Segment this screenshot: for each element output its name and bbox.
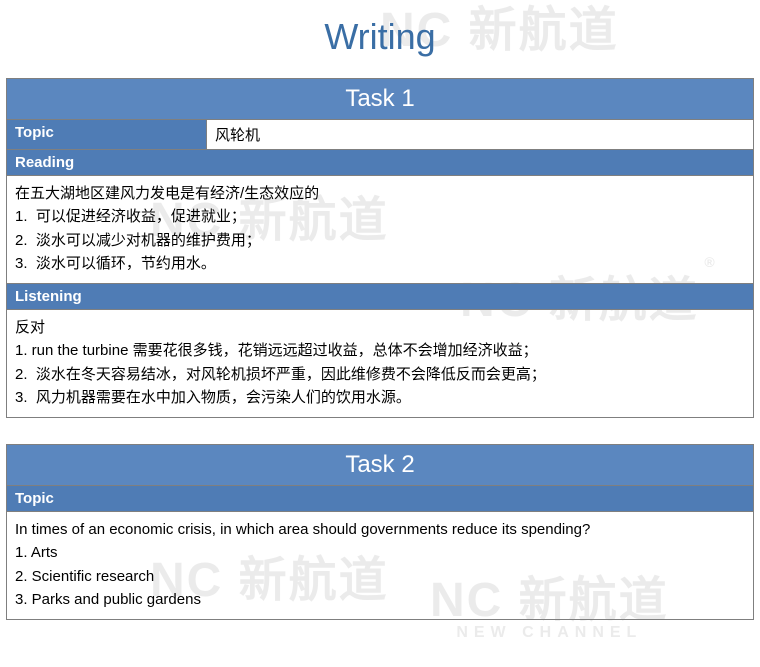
task1-reading-label: Reading xyxy=(7,150,754,176)
content-line: 3. 淡水可以循环，节约用水。 xyxy=(15,252,745,275)
watermark-sub: NEW CHANNEL xyxy=(456,624,642,642)
page-title: Writing xyxy=(0,0,760,78)
content-line: 在五大湖地区建风力发电是有经济/生态效应的 xyxy=(15,182,745,205)
content-line: 3. 风力机器需要在水中加入物质，会污染人们的饮用水源。 xyxy=(15,386,745,409)
content-line: 1. Arts xyxy=(15,541,745,564)
task1-listening-content: 反对 1. run the turbine 需要花很多钱，花销远远超过收益，总体… xyxy=(7,310,754,418)
content-line: 2. 淡水可以减少对机器的维护费用； xyxy=(15,229,745,252)
content-line: 3. Parks and public gardens xyxy=(15,588,745,611)
task1-listening-label: Listening xyxy=(7,284,754,310)
content-line: 1. run the turbine 需要花很多钱，花销远远超过收益，总体不会增… xyxy=(15,339,745,362)
task1-reading-content: 在五大湖地区建风力发电是有经济/生态效应的 1. 可以促进经济收益，促进就业； … xyxy=(7,176,754,284)
task1-table: Task 1 Topic 风轮机 Reading 在五大湖地区建风力发电是有经济… xyxy=(6,78,754,418)
content-line: 反对 xyxy=(15,316,745,339)
content-line: In times of an economic crisis, in which… xyxy=(15,518,745,541)
content-line: 2. Scientific research xyxy=(15,565,745,588)
task1-header: Task 1 xyxy=(7,79,754,120)
task1-topic-value: 风轮机 xyxy=(207,120,754,150)
content-line: 2. 淡水在冬天容易结冰，对风轮机损坏严重，因此维修费不会降低反而会更高； xyxy=(15,363,745,386)
task2-header: Task 2 xyxy=(7,445,754,486)
task1-topic-label: Topic xyxy=(7,120,207,150)
task2-topic-label: Topic xyxy=(7,486,754,512)
task2-table: Task 2 Topic In times of an economic cri… xyxy=(6,444,754,620)
content-line: 1. 可以促进经济收益，促进就业； xyxy=(15,205,745,228)
task2-content: In times of an economic crisis, in which… xyxy=(7,512,754,620)
